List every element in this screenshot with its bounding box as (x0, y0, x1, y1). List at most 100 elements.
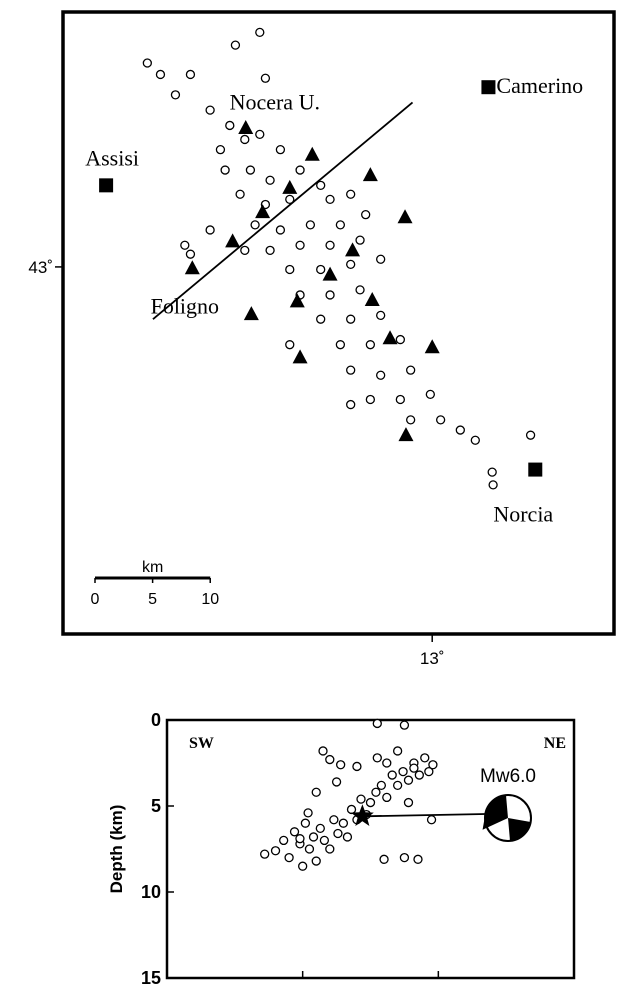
event (311, 856, 321, 866)
event (205, 225, 215, 235)
event (488, 480, 498, 490)
event (325, 240, 335, 250)
event (279, 835, 289, 846)
event (414, 770, 424, 780)
scale-tick-label: 5 (148, 591, 157, 608)
event (255, 27, 265, 38)
event (325, 844, 335, 854)
y-tick-label: 43˚ (28, 258, 53, 277)
event (270, 846, 281, 856)
x-tick-label: 10 (293, 981, 313, 984)
station (292, 349, 308, 364)
y-tick-label: 5 (151, 796, 161, 816)
event (392, 780, 403, 791)
event (398, 766, 408, 777)
event (305, 220, 316, 230)
event (300, 818, 311, 828)
event (285, 194, 295, 205)
station (289, 293, 305, 308)
event (403, 775, 414, 785)
event (329, 815, 339, 825)
event (420, 753, 430, 763)
event (185, 69, 196, 80)
profile-line (152, 101, 414, 320)
event (382, 792, 392, 803)
event (298, 861, 308, 871)
event (235, 189, 245, 199)
event (392, 746, 403, 756)
event (275, 145, 286, 155)
event (260, 73, 271, 83)
beachball (482, 794, 532, 842)
event (365, 797, 376, 808)
event (376, 310, 386, 321)
event (285, 264, 295, 275)
event (342, 832, 353, 842)
event (308, 832, 319, 842)
event (406, 415, 416, 425)
scale-tick-label: 0 (91, 591, 100, 608)
event (295, 165, 305, 175)
event (335, 220, 346, 230)
y-tick-label: 10 (141, 882, 161, 902)
town-marker (528, 462, 543, 477)
station (322, 266, 338, 281)
event (346, 314, 356, 324)
station (238, 119, 254, 134)
event (185, 249, 196, 259)
event (428, 760, 438, 770)
event (265, 175, 275, 185)
event (315, 823, 325, 834)
side-label: SW (189, 735, 214, 752)
event (379, 854, 389, 864)
event (335, 340, 346, 350)
event (403, 797, 414, 808)
event (425, 389, 435, 400)
place-label: Foligno (151, 293, 219, 318)
event (372, 718, 382, 729)
event (318, 746, 328, 756)
event (205, 105, 215, 115)
event (265, 245, 275, 255)
event (435, 415, 446, 425)
event (455, 425, 465, 435)
town-label: Norcia (493, 502, 553, 527)
event (303, 808, 313, 818)
station (397, 209, 413, 224)
event (371, 787, 381, 797)
y-axis-label: Depth (km) (107, 805, 126, 894)
event (325, 290, 335, 300)
place-label: Nocera U. (230, 89, 320, 114)
section-frame (165, 718, 576, 980)
event (289, 827, 300, 837)
station (225, 233, 241, 248)
event (333, 828, 343, 839)
station (362, 167, 378, 182)
event (470, 435, 480, 445)
event (336, 760, 346, 770)
station (184, 260, 200, 275)
station (304, 146, 320, 161)
event (355, 235, 365, 245)
event (406, 365, 416, 375)
event (275, 225, 286, 235)
event (245, 165, 256, 175)
event (325, 194, 335, 205)
event (225, 120, 235, 131)
event (365, 340, 376, 350)
event (395, 394, 405, 405)
event (525, 430, 536, 440)
event (285, 340, 295, 350)
event (346, 189, 356, 199)
event (387, 770, 397, 780)
event (372, 753, 382, 763)
event (376, 254, 386, 264)
event (376, 780, 387, 791)
magnitude-label: Mw6.0 (480, 766, 536, 787)
event (170, 90, 181, 100)
station (345, 242, 361, 257)
event (399, 852, 410, 863)
event (424, 766, 434, 777)
event (325, 754, 335, 765)
